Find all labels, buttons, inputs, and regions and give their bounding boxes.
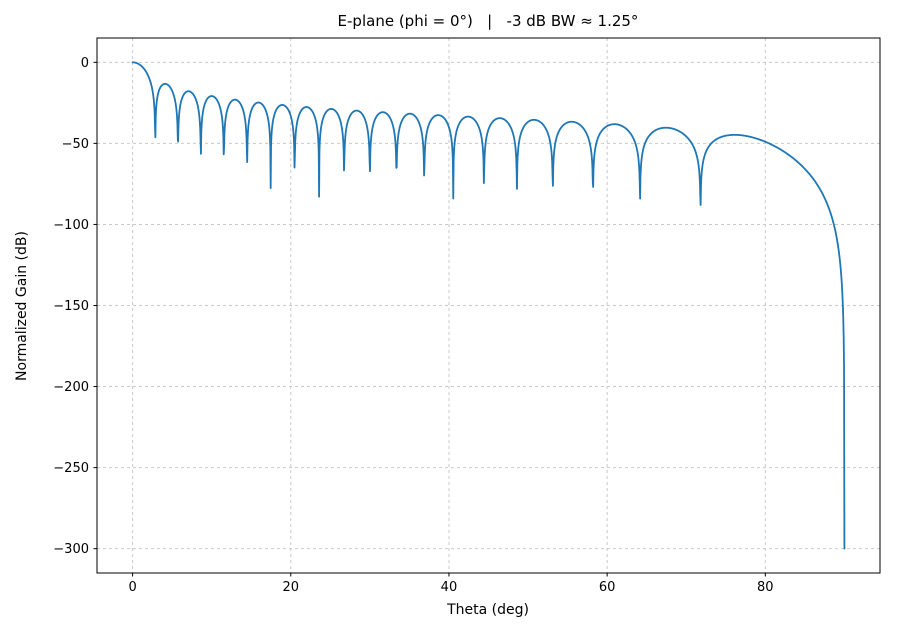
x-tick-label: 80 <box>757 580 774 595</box>
y-tick-label: −300 <box>53 542 89 557</box>
y-tick-label: −250 <box>53 461 89 476</box>
chart-title: E-plane (phi = 0°) | -3 dB BW ≈ 1.25° <box>338 12 639 30</box>
axis-ticks: 0 20 40 60 80 0 −50 −100 −150 −200 −250 −300 <box>53 56 773 595</box>
x-tick-label: 60 <box>599 580 616 595</box>
x-tick-label: 0 <box>128 580 136 595</box>
x-tick-label: 40 <box>441 580 458 595</box>
y-tick-label: −150 <box>53 299 89 314</box>
y-tick-label: −50 <box>62 137 89 152</box>
x-tick-label: 20 <box>282 580 299 595</box>
y-axis-label: Normalized Gain (dB) <box>14 231 30 381</box>
gain-curve-line <box>131 61 846 550</box>
y-tick-label: −200 <box>53 380 89 395</box>
gridlines <box>97 38 880 573</box>
y-tick-label: −100 <box>53 218 89 233</box>
x-axis-label: Theta (deg) <box>446 602 529 618</box>
gain-curve-layer <box>131 61 846 550</box>
y-tick-label: 0 <box>81 56 89 71</box>
